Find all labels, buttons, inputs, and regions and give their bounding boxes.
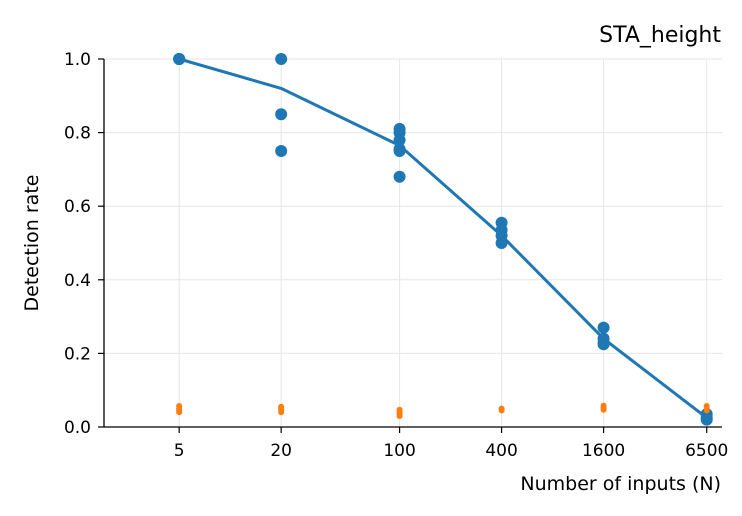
- data-point: [597, 321, 610, 334]
- x-axis-label: Number of inputs (N): [520, 473, 721, 495]
- baseline-point: [600, 406, 607, 413]
- data-point: [275, 53, 288, 65]
- y-tick-label: 0.8: [64, 124, 91, 144]
- y-tick-label: 0.4: [64, 271, 91, 291]
- baseline-point: [176, 409, 183, 416]
- baseline-point: [703, 407, 710, 414]
- x-tick-label: 100: [383, 441, 415, 461]
- data-point: [393, 133, 406, 146]
- data-point: [275, 108, 288, 121]
- y-axis-label: Detection rate: [21, 175, 43, 312]
- y-tick-label: 0.2: [64, 344, 91, 364]
- chart-title: STA_height: [599, 23, 721, 48]
- data-point: [275, 145, 288, 157]
- data-point: [700, 413, 713, 426]
- data-point: [495, 237, 508, 249]
- data-point: [393, 170, 406, 183]
- x-tick-label: 5: [174, 441, 185, 461]
- axes: [98, 58, 722, 433]
- x-tick-label: 20: [270, 441, 292, 461]
- data-point: [597, 338, 610, 351]
- trend-line: [178, 57, 708, 419]
- x-tick-label: 1600: [582, 441, 625, 461]
- x-tick-label: 6500: [685, 441, 728, 461]
- grid-lines: [104, 58, 722, 428]
- y-tick-label: 0.6: [64, 197, 91, 217]
- baseline-point: [498, 407, 505, 414]
- data-point: [393, 145, 406, 157]
- baseline-point: [396, 412, 403, 419]
- tick-labels: 5 20 100 400 1600 6500 0.0 0.2 0.4 0.6 0.8 1.0: [64, 50, 728, 461]
- baseline-point: [278, 409, 285, 416]
- x-tick-label: 400: [485, 441, 517, 461]
- plot-series: [173, 53, 713, 426]
- y-tick-label: 0.0: [64, 418, 91, 438]
- data-point: [173, 53, 186, 65]
- y-tick-label: 1.0: [64, 50, 91, 70]
